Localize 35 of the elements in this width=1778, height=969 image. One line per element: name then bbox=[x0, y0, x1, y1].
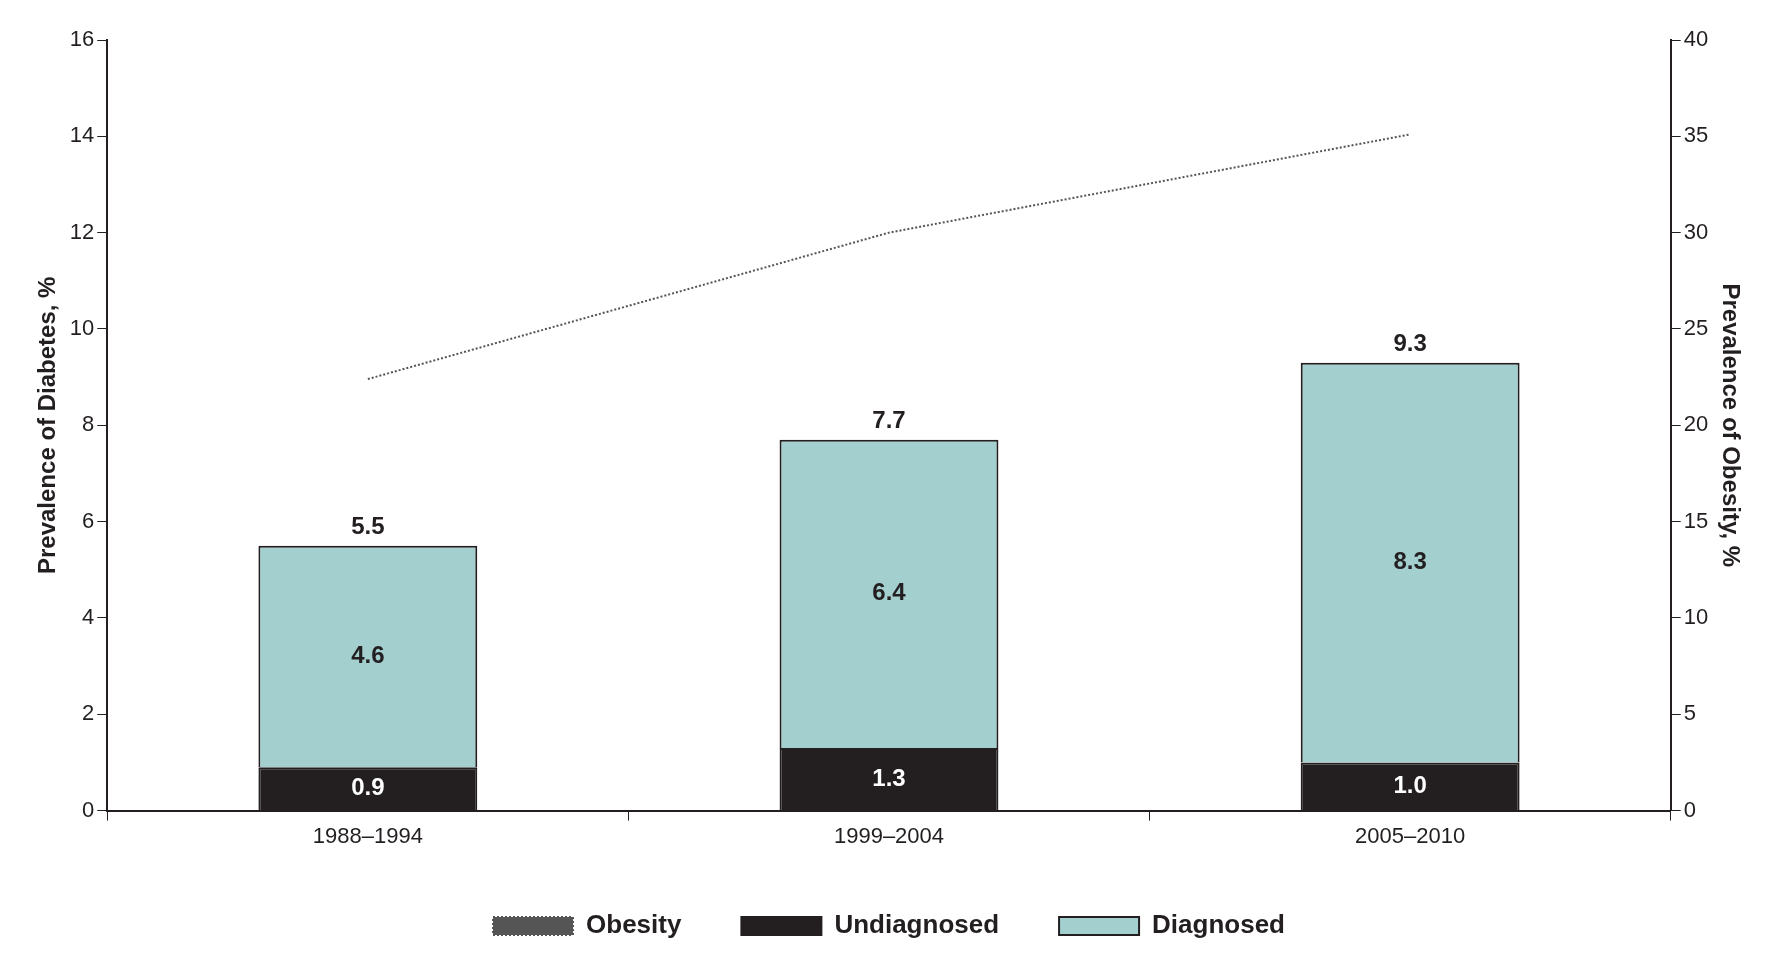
x-tick-label: 1999–2004 bbox=[833, 822, 945, 848]
data-label: 0.9 bbox=[351, 773, 385, 801]
legend-label: Diagnosed bbox=[1152, 909, 1285, 940]
data-label: 1.3 bbox=[872, 763, 906, 791]
y-tick-label: 2 bbox=[82, 700, 95, 726]
y-axis-title: Prevalence of Diabetes, % bbox=[33, 276, 61, 575]
y2-tick-label: 10 bbox=[1683, 604, 1709, 630]
y-tick-label: 4 bbox=[82, 604, 95, 630]
y2-tick-label: 25 bbox=[1683, 315, 1709, 341]
y-tick-label: 10 bbox=[69, 315, 95, 341]
y2-tick-label: 30 bbox=[1683, 218, 1709, 244]
data-label: 1.0 bbox=[1393, 770, 1427, 798]
y2-tick-label: 20 bbox=[1683, 411, 1709, 437]
y2-tick-label: 5 bbox=[1683, 700, 1696, 726]
y-tick-label: 8 bbox=[82, 411, 95, 437]
y-tick-label: 14 bbox=[69, 122, 95, 148]
total-label: 7.7 bbox=[872, 406, 906, 434]
y2-tick-label: 40 bbox=[1683, 26, 1709, 52]
y2-tick-label: 35 bbox=[1683, 122, 1709, 148]
total-label: 9.3 bbox=[1393, 329, 1427, 357]
legend-label: Undiagnosed bbox=[834, 909, 1000, 940]
total-label: 5.5 bbox=[351, 512, 385, 540]
y2-axis-title: Prevalence of Obesity, % bbox=[1717, 283, 1745, 568]
data-label: 4.6 bbox=[351, 641, 385, 669]
data-label: 8.3 bbox=[1393, 547, 1427, 575]
y-tick-label: 6 bbox=[82, 507, 95, 533]
data-label: 6.4 bbox=[872, 578, 907, 606]
y2-tick-label: 0 bbox=[1683, 796, 1696, 822]
y-tick-label: 12 bbox=[69, 218, 95, 244]
y-tick-label: 0 bbox=[82, 796, 95, 822]
x-tick-label: 1988–1994 bbox=[312, 822, 423, 848]
y2-tick-label: 15 bbox=[1683, 507, 1709, 533]
y-tick-label: 16 bbox=[69, 26, 95, 52]
x-tick-label: 2005–2010 bbox=[1355, 822, 1466, 848]
legend-label: Obesity bbox=[586, 909, 682, 940]
